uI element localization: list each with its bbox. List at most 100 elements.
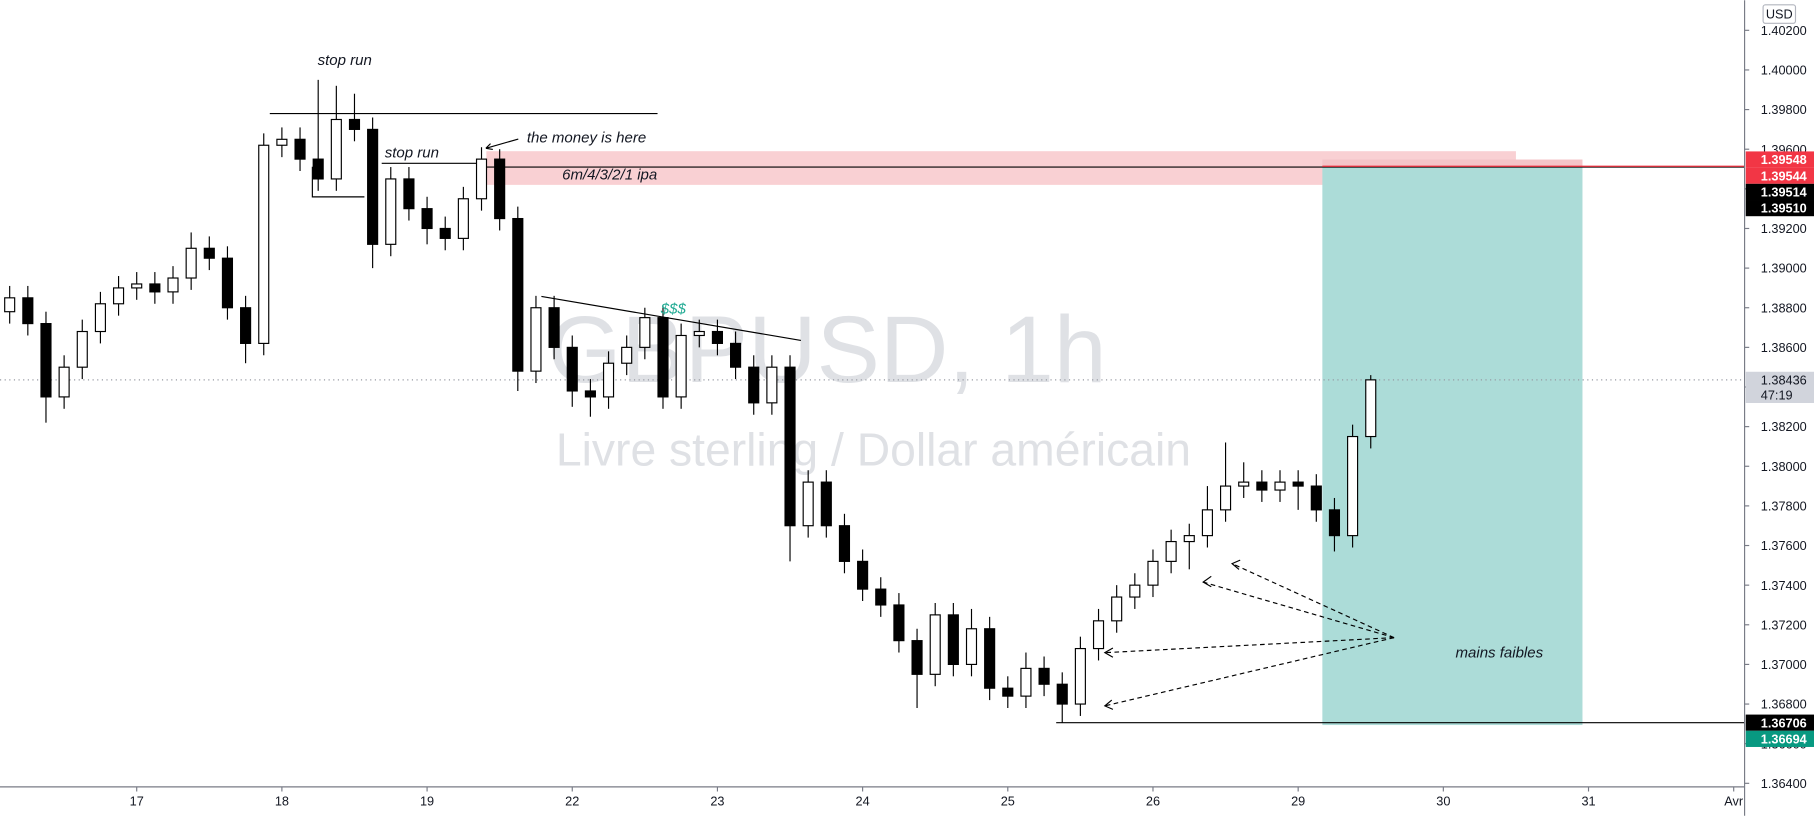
candle [167,266,179,304]
candle-body [403,178,415,210]
candle [1002,676,1014,709]
candle-body [1365,379,1377,438]
candle-body [76,330,88,368]
candle-body [639,317,651,348]
candle [439,216,451,251]
x-tick-label: 17 [130,793,144,808]
candle-body [1165,540,1177,562]
price-badge-label: 1.39544 [1761,168,1807,183]
price-badge-label: 1.39510 [1761,201,1807,216]
candle [602,351,615,409]
currency-box[interactable] [1762,4,1797,24]
candle [276,127,288,158]
candle-body [802,481,814,527]
x-tick-label: 31 [1581,793,1595,808]
y-tick-label: 1.38800 [1761,300,1807,315]
candle-body [367,128,379,245]
candle [512,206,524,391]
candle [149,272,161,304]
candle-body [911,640,923,675]
candle [94,291,106,344]
candle-body [1347,435,1359,537]
candle-body [22,297,34,325]
candle-body [1074,647,1086,705]
candle-body [675,334,687,398]
candle-body [748,366,760,404]
x-tick-label: 25 [1001,793,1015,808]
candle-body [203,247,215,259]
candle [947,602,959,677]
candle-body [385,178,397,245]
x-tick-label: 23 [710,793,724,808]
candle-body [1129,584,1141,598]
y-tick-label: 1.37600 [1761,538,1807,553]
annotation: stop run [318,52,372,69]
candle-body [475,158,488,200]
candle [1056,672,1068,723]
candle [112,276,125,316]
candle [367,117,379,269]
y-tick-label: 1.36400 [1761,776,1807,791]
candle-body [929,614,941,675]
candle-body [548,307,560,348]
candle [621,335,633,376]
price-badge [1745,183,1814,201]
candle [185,232,197,290]
candle [838,513,851,574]
currency: USD [1766,7,1793,22]
price-badge-label: 1.36694 [1761,732,1807,747]
candle-body [893,604,905,642]
x-tick-label: 26 [1146,793,1160,808]
candle-body [1201,509,1213,537]
zones [486,151,1583,726]
y-tick-label: 1.40000 [1761,63,1807,78]
drawings [0,112,1745,724]
arrow [1104,637,1395,707]
x-tick-label: 29 [1291,793,1305,808]
annotation: $$$ [660,301,687,318]
candle [1020,652,1032,709]
price-badge [1745,167,1814,184]
watermark-subtitle: Livre sterling / Dollar américain [556,423,1191,475]
price-badge-label: 1.39514 [1761,185,1807,200]
annotation: 6m/4/3/2/1 ipa [562,167,657,184]
countdown: 47:19 [1761,388,1793,403]
annotation: the money is here [527,129,646,146]
stop-line [311,166,365,198]
candle-body [875,588,887,606]
candle [857,549,869,602]
y-tick-label: 1.39200 [1761,221,1807,236]
candles [4,79,1377,723]
watermark-title: GBPUSD, 1h [548,297,1107,403]
annotation: mains faibles [1456,644,1544,661]
candle-body [711,330,724,344]
candle-body [312,158,324,180]
candle-body [1183,535,1195,543]
candle-body [1002,687,1014,697]
candle [1219,442,1232,522]
candle-body [149,283,161,293]
arrow [1203,581,1395,639]
candle [875,577,887,617]
candle [802,470,814,538]
y-tick-label: 1.38000 [1761,459,1807,474]
y-tick-label: 1.37400 [1761,578,1807,593]
x-tick-label: 19 [420,793,434,808]
candle-body [240,307,252,344]
candle [1092,608,1105,661]
candle [457,186,469,251]
candle [693,319,705,348]
candle-body [584,390,596,398]
candle-body [512,217,524,372]
candle-body [784,366,796,527]
candle-body [276,138,288,146]
candle-body [457,198,469,239]
candle-body [4,297,16,313]
candle [4,285,16,324]
price-axis-bg [1744,0,1814,816]
candle [1111,585,1123,633]
candle-body [602,362,615,398]
candle [494,149,506,231]
candle [203,236,215,271]
